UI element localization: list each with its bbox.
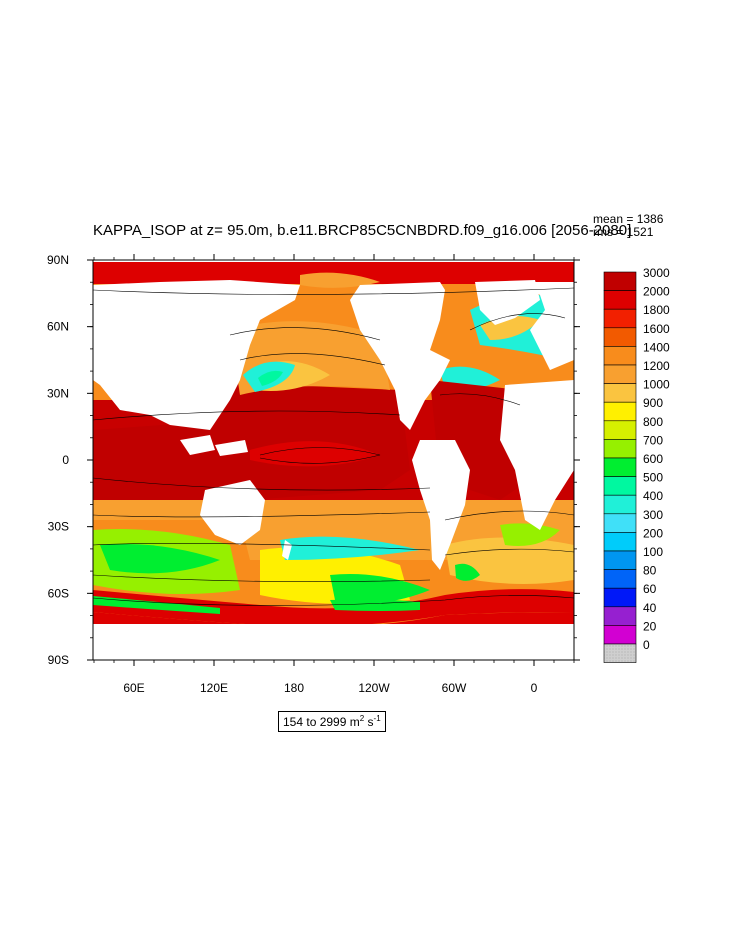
legend-swatch	[603, 513, 637, 533]
lat-tick-label: 60N	[47, 320, 69, 334]
legend-level-label: 1600	[643, 322, 670, 336]
legend-level-label: 100	[643, 545, 663, 559]
lon-tick-label: 180	[284, 681, 304, 695]
lon-tick-label: 120W	[358, 681, 390, 695]
legend-level-label: 1200	[643, 359, 670, 373]
legend-swatch	[603, 327, 637, 347]
legend-level-label: 20	[643, 619, 657, 633]
legend-level-label: 80	[643, 564, 657, 578]
ocean-field	[93, 260, 574, 660]
legend-level-label: 300	[643, 508, 663, 522]
legend-swatch	[603, 271, 637, 291]
contour-lines	[93, 287, 574, 606]
map-title: KAPPA_ISOP at z= 95.0m, b.e11.BRCP85C5CN…	[93, 222, 632, 239]
lat-tick-label: 90S	[48, 653, 69, 667]
legend-swatch	[603, 364, 637, 384]
mean-stat: mean = 1386	[593, 212, 664, 226]
legend-level-label: 1400	[643, 340, 670, 354]
lat-tick-label: 90N	[47, 253, 69, 267]
legend-swatch	[603, 476, 637, 496]
data-range-box: 154 to 2999 m2 s-1	[278, 711, 386, 732]
latitude-axis: 90N 60N 30N 0 30S 60S 90S	[47, 253, 580, 667]
rms-stat: rms = 1521	[593, 225, 654, 239]
lon-tick-label: 120E	[200, 681, 228, 695]
legend-level-label: 800	[643, 415, 663, 429]
legend-level-label: 1800	[643, 303, 670, 317]
legend-swatch	[603, 494, 637, 515]
legend-level-label: 1000	[643, 378, 670, 392]
legend-swatch	[603, 383, 637, 403]
lat-tick-label: 60S	[48, 586, 69, 600]
legend-level-label: 60	[643, 582, 657, 596]
legend-level-label: 0	[643, 638, 650, 652]
legend-swatch	[603, 346, 637, 366]
legend-swatch	[603, 625, 637, 645]
legend-swatch	[603, 606, 637, 626]
legend-level-label: 2000	[643, 285, 670, 299]
legend-swatch	[603, 439, 637, 459]
north-america	[350, 282, 450, 430]
legend-swatch	[603, 643, 637, 663]
color-legend: 3000200018001600140012001000900800700600…	[603, 266, 670, 663]
lon-tick-label: 0	[531, 681, 538, 695]
lat-tick-label: 30S	[48, 520, 69, 534]
legend-level-label: 700	[643, 433, 663, 447]
legend-swatch	[603, 587, 637, 608]
legend-swatch	[603, 290, 637, 310]
legend-level-label: 40	[643, 601, 657, 615]
lat-tick-label: 0	[62, 453, 69, 467]
legend-swatch	[603, 550, 637, 570]
legend-swatch	[603, 420, 637, 440]
legend-level-label: 600	[643, 452, 663, 466]
legend-level-label: 400	[643, 489, 663, 503]
legend-swatch	[603, 532, 637, 552]
legend-swatch	[603, 401, 637, 422]
lon-tick-label: 60W	[442, 681, 467, 695]
legend-level-label: 200	[643, 526, 663, 540]
legend-level-label: 500	[643, 471, 663, 485]
legend-level-label: 3000	[643, 266, 670, 280]
legend-swatch	[603, 308, 637, 329]
longitude-axis: 60E 120E 180 120W 60W 0	[93, 254, 575, 695]
lon-tick-label: 60E	[123, 681, 144, 695]
legend-swatch	[603, 569, 637, 589]
legend-level-label: 900	[643, 396, 663, 410]
legend-swatch	[603, 457, 637, 477]
lat-tick-label: 30N	[47, 386, 69, 400]
